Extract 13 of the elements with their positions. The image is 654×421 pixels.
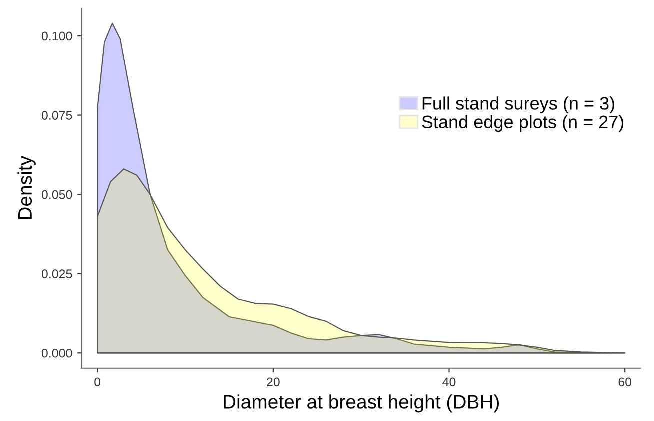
y-tick-label: 0.000 [42,348,72,358]
y-tick-label: 0.025 [42,270,72,279]
y-tick-label: 0.075 [42,111,72,120]
x-tick-label: 60 [618,378,632,387]
y-tick-label: 0.050 [42,190,72,200]
x-axis-title: Diameter at breast height (DBH) [224,394,499,413]
x-tick-label: 20 [267,378,280,387]
x-tick-label: 40 [442,378,456,387]
legend-label: Full stand sureys (n = 3) [422,96,614,114]
y-tick-label: 0.100 [42,32,72,41]
x-tick-label: 0 [94,378,101,387]
y-axis-title: Density [18,156,36,220]
legend-label: Stand edge plots (n = 27) [422,115,624,132]
